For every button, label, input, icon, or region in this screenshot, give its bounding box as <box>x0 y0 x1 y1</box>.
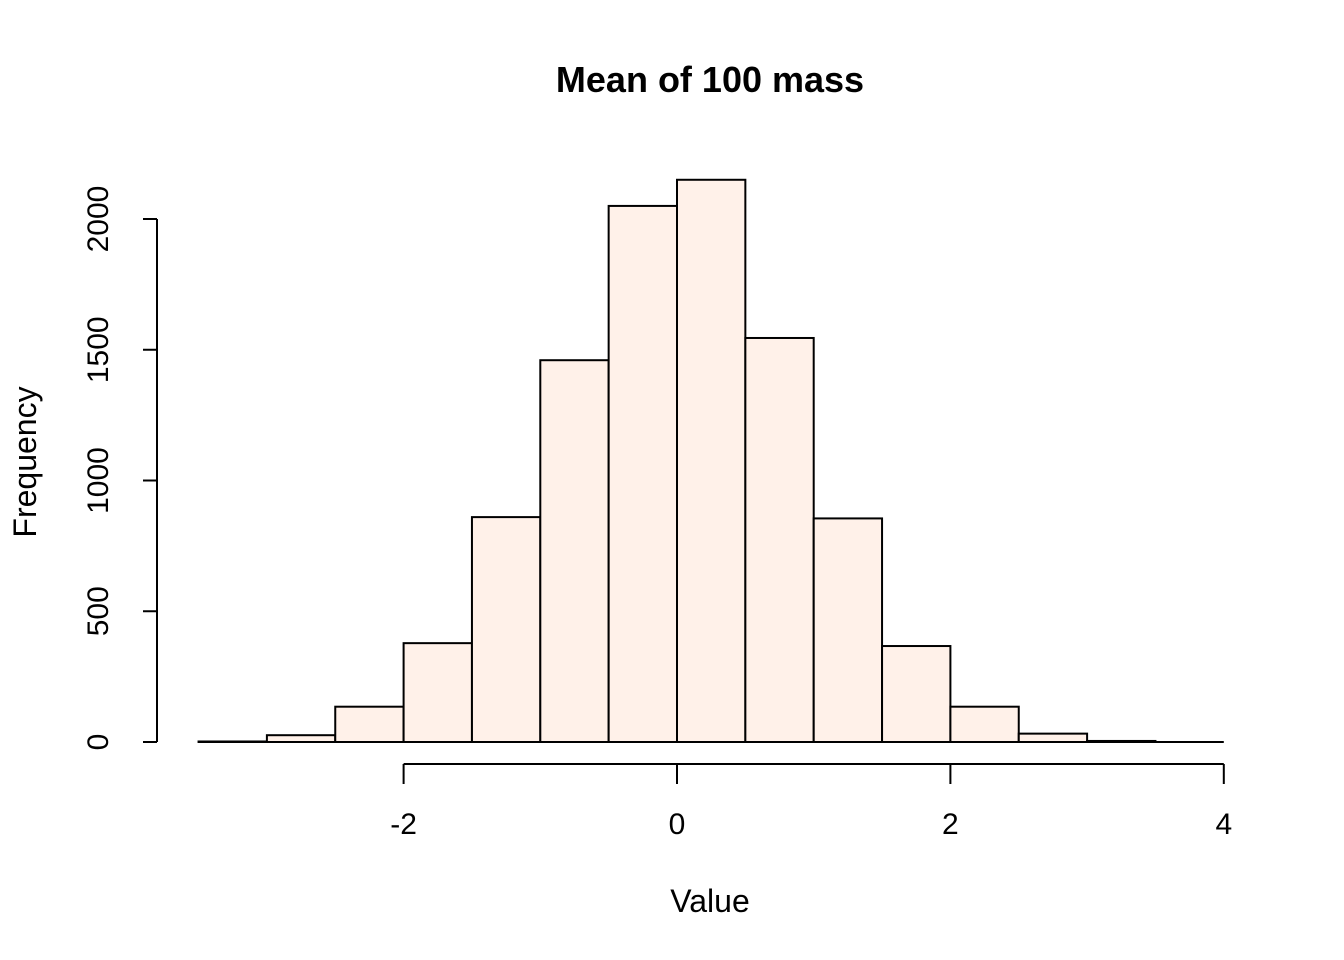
y-tick-label: 1000 <box>82 447 115 514</box>
histogram-bar <box>812 517 884 743</box>
histogram-bar <box>334 705 405 744</box>
histogram-bar <box>402 642 473 744</box>
x-tick-label: 0 <box>669 808 686 841</box>
bars-group <box>197 178 1157 744</box>
histogram-bar <box>539 359 610 743</box>
x-axis-label: Value <box>670 883 749 919</box>
histogram-bar <box>470 516 542 743</box>
histogram-bar <box>1017 732 1089 744</box>
x-tick-label: 2 <box>942 808 959 841</box>
y-tick-label: 0 <box>82 734 115 751</box>
y-axis-label: Frequency <box>7 386 43 537</box>
x-axis: -2 0 2 4 <box>390 763 1232 841</box>
histogram-bar <box>744 336 815 743</box>
histogram-bar <box>676 178 747 743</box>
histogram-bar <box>881 645 952 743</box>
y-tick-label: 500 <box>82 586 115 636</box>
histogram-bar <box>265 734 337 743</box>
chart-title: Mean of 100 mass <box>556 59 864 100</box>
y-tick-label: 1500 <box>82 316 115 383</box>
y-tick-label: 2000 <box>82 186 115 253</box>
x-tick-label: 4 <box>1215 808 1232 841</box>
histogram-bar <box>949 705 1020 744</box>
y-axis: 0 500 1000 1500 2000 <box>82 186 158 751</box>
x-tick-label: -2 <box>390 808 417 841</box>
histogram-bar <box>607 204 679 744</box>
